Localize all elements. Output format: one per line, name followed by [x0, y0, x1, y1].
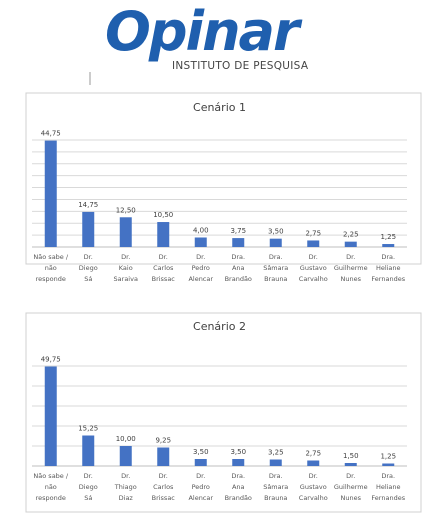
- value-label: 1,50: [343, 452, 359, 460]
- x-tick-label: Dr. Diego Sá: [78, 253, 98, 283]
- bar: [344, 463, 357, 466]
- x-tick-label: Não sabe / não responde: [33, 253, 69, 283]
- value-label: 10,50: [153, 211, 173, 219]
- bar: [194, 459, 207, 466]
- value-label: 3,50: [193, 448, 209, 456]
- bar: [382, 244, 395, 247]
- value-label: 2,75: [305, 450, 321, 458]
- bar: [232, 238, 245, 247]
- value-label: 4,00: [193, 226, 209, 234]
- chart-panel: [25, 312, 422, 513]
- x-tick-label: Dr. Pedro Alencar: [188, 253, 214, 283]
- value-label: 14,75: [78, 201, 98, 209]
- value-label: 2,25: [343, 231, 359, 239]
- x-tick-label: Dr. Diego Sá: [78, 472, 98, 502]
- x-tick-label: Dra. Sâmara Brauna: [263, 472, 289, 502]
- bar: [82, 211, 95, 247]
- bar: [157, 447, 170, 466]
- value-label: 9,25: [155, 437, 171, 445]
- value-label: 1,25: [380, 233, 396, 241]
- bar: [307, 240, 320, 247]
- value-label: 2,75: [305, 229, 321, 237]
- bar: [269, 238, 282, 247]
- value-label: 15,25: [78, 425, 98, 433]
- bar: [44, 140, 57, 247]
- bar: [382, 463, 395, 466]
- value-label: 44,75: [41, 130, 61, 138]
- bar: [307, 460, 320, 466]
- x-tick-label: Dr. Carlos Brissac: [151, 253, 175, 283]
- value-label: 10,00: [116, 435, 136, 443]
- x-tick-label: Dr. Guilherme Nunes: [333, 253, 368, 283]
- logo-name: Opinar: [105, 0, 300, 63]
- bar: [82, 435, 95, 466]
- bar: [232, 459, 245, 466]
- x-tick-label: Dra. Heliane Fernandes: [371, 253, 406, 283]
- bar: [194, 237, 207, 247]
- x-tick-label: Dr. Pedro Alencar: [188, 472, 214, 502]
- x-tick-label: Dra. Ana Brandão: [224, 472, 252, 502]
- bar: [344, 241, 357, 247]
- value-label: 49,75: [41, 356, 61, 364]
- value-label: 3,25: [268, 449, 284, 457]
- x-tick-label: Dra. Sâmara Brauna: [263, 253, 289, 283]
- value-label: 3,50: [230, 448, 246, 456]
- x-tick-label: Dr. Guilherme Nunes: [333, 472, 368, 502]
- value-label: 12,50: [116, 206, 136, 214]
- bar: [157, 222, 170, 247]
- x-tick-label: Não sabe / não responde: [33, 472, 69, 502]
- bar: [119, 217, 132, 247]
- bar: [119, 446, 132, 466]
- value-label: 3,50: [268, 228, 284, 236]
- x-tick-label: Dr. Thiago Diaz: [114, 472, 137, 502]
- chart-title: Cenário 2: [193, 320, 246, 333]
- bar: [269, 459, 282, 466]
- x-tick-label: Dr. Gustavo Carvalho: [298, 253, 328, 283]
- x-tick-label: Dr. Gustavo Carvalho: [298, 472, 328, 502]
- x-tick-label: Dra. Heliane Fernandes: [371, 472, 406, 502]
- x-tick-label: Dra. Ana Brandão: [224, 253, 252, 283]
- value-label: 1,25: [380, 453, 396, 461]
- x-tick-label: Dr. Carlos Brissac: [151, 472, 175, 502]
- value-label: 3,75: [230, 227, 246, 235]
- chart-title: Cenário 1: [193, 101, 246, 114]
- logo-tagline: INSTITUTO DE PESQUISA: [172, 60, 309, 72]
- bar: [44, 366, 57, 466]
- x-tick-label: Dr. Kaio Saraiva: [113, 253, 138, 283]
